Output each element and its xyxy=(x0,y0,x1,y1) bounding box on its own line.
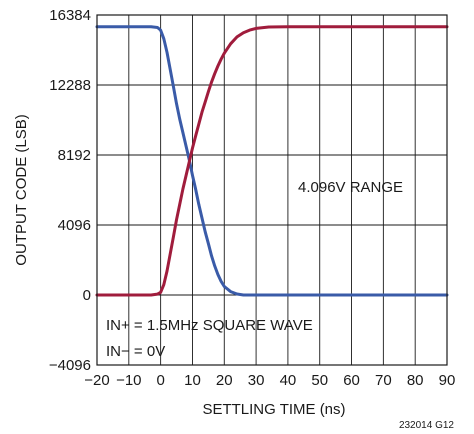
x-tick-labels: −20 −10 0 10 20 30 40 50 60 70 80 90 xyxy=(84,372,455,389)
rising-edge-series-line xyxy=(95,25,449,297)
figure-id: 232014 G12 xyxy=(399,420,454,431)
plot-frame xyxy=(96,14,448,366)
series-layer xyxy=(95,25,449,297)
x-tick-label: −20 xyxy=(84,372,109,389)
x-tick-label: 80 xyxy=(407,372,424,389)
y-tick-label: −4096 xyxy=(49,357,91,374)
y-tick-label: 16384 xyxy=(49,7,91,24)
y-axis-label: OUTPUT CODE (LSB) xyxy=(13,114,30,265)
x-tick-label: 10 xyxy=(184,372,201,389)
x-tick-label: 90 xyxy=(439,372,456,389)
x-tick-label: 50 xyxy=(311,372,328,389)
x-tick-label: 60 xyxy=(343,372,360,389)
x-tick-label: 30 xyxy=(248,372,265,389)
x-tick-label: 40 xyxy=(280,372,297,389)
y-tick-label: 8192 xyxy=(58,147,91,164)
input-plus-annotation: IN+ = 1.5MHz SQUARE WAVE xyxy=(106,317,313,334)
y-tick-label: 12288 xyxy=(49,77,91,94)
x-axis-label: SETTLING TIME (ns) xyxy=(202,401,345,418)
x-tick-label: 70 xyxy=(375,372,392,389)
range-annotation: 4.096V RANGE xyxy=(298,179,403,196)
y-tick-label: 4096 xyxy=(58,217,91,234)
x-tick-label: −10 xyxy=(116,372,141,389)
x-tick-label: 0 xyxy=(156,372,164,389)
y-tick-label: 0 xyxy=(83,287,91,304)
input-minus-annotation: IN− = 0V xyxy=(106,343,165,360)
falling-edge-series-line xyxy=(95,25,449,297)
y-tick-labels: −4096 0 4096 8192 12288 16384 xyxy=(49,7,91,374)
x-tick-label: 20 xyxy=(216,372,233,389)
